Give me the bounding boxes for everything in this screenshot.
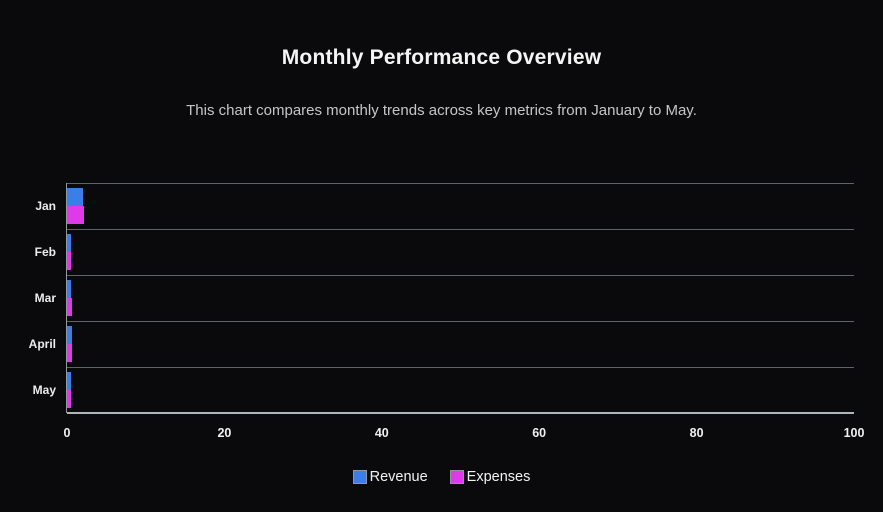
- bar-revenue-feb: [67, 234, 71, 252]
- legend-swatch-revenue: [352, 470, 367, 484]
- bar-expenses-jan: [67, 206, 85, 224]
- gridline: [67, 183, 854, 184]
- y-axis-line: [66, 183, 67, 413]
- x-axis-tick-60: 60: [532, 426, 547, 440]
- y-axis-labels: Jan Feb Mar April May: [0, 183, 56, 413]
- legend-item-revenue[interactable]: Revenue: [352, 469, 428, 485]
- legend: Revenue Expenses: [0, 469, 883, 485]
- bar-expenses-mar: [67, 298, 72, 316]
- plot-area: [66, 183, 854, 414]
- x-axis-line: [67, 412, 854, 414]
- legend-item-expenses[interactable]: Expenses: [449, 469, 531, 485]
- legend-swatch-expenses: [449, 470, 464, 484]
- bar-revenue-may: [67, 372, 71, 390]
- x-axis-tick-80: 80: [689, 426, 704, 440]
- category-band-jan: [67, 183, 854, 229]
- bar-revenue-jan: [67, 188, 83, 206]
- chart-title: Monthly Performance Overview: [281, 46, 602, 69]
- x-axis-tick-100: 100: [843, 426, 865, 440]
- category-band-may: [67, 367, 854, 413]
- x-axis-tick-40: 40: [374, 426, 389, 440]
- bar-expenses-feb: [67, 252, 71, 270]
- chart-subtitle: This chart compares monthly trends acros…: [186, 102, 697, 119]
- x-axis-ticks: 0 20 40 60 80 100: [0, 426, 883, 442]
- category-band-april: [67, 321, 854, 367]
- gridline: [67, 275, 854, 276]
- category-band-feb: [67, 229, 854, 275]
- bar-revenue-mar: [67, 280, 71, 298]
- y-axis-label-april: April: [28, 337, 56, 351]
- y-axis-label-feb: Feb: [34, 245, 56, 259]
- gridline: [67, 321, 854, 322]
- gridline: [67, 229, 854, 230]
- x-axis-tick-20: 20: [217, 426, 232, 440]
- legend-label-revenue: Revenue: [369, 469, 428, 485]
- bar-expenses-april: [67, 344, 72, 362]
- legend-label-expenses: Expenses: [466, 469, 531, 485]
- category-band-mar: [67, 275, 854, 321]
- y-axis-label-mar: Mar: [34, 291, 56, 305]
- x-axis-tick-0: 0: [63, 426, 71, 440]
- y-axis-label-may: May: [32, 383, 56, 397]
- bar-expenses-may: [67, 390, 71, 408]
- y-axis-label-jan: Jan: [35, 199, 56, 213]
- bar-revenue-april: [67, 326, 72, 344]
- gridline: [67, 367, 854, 368]
